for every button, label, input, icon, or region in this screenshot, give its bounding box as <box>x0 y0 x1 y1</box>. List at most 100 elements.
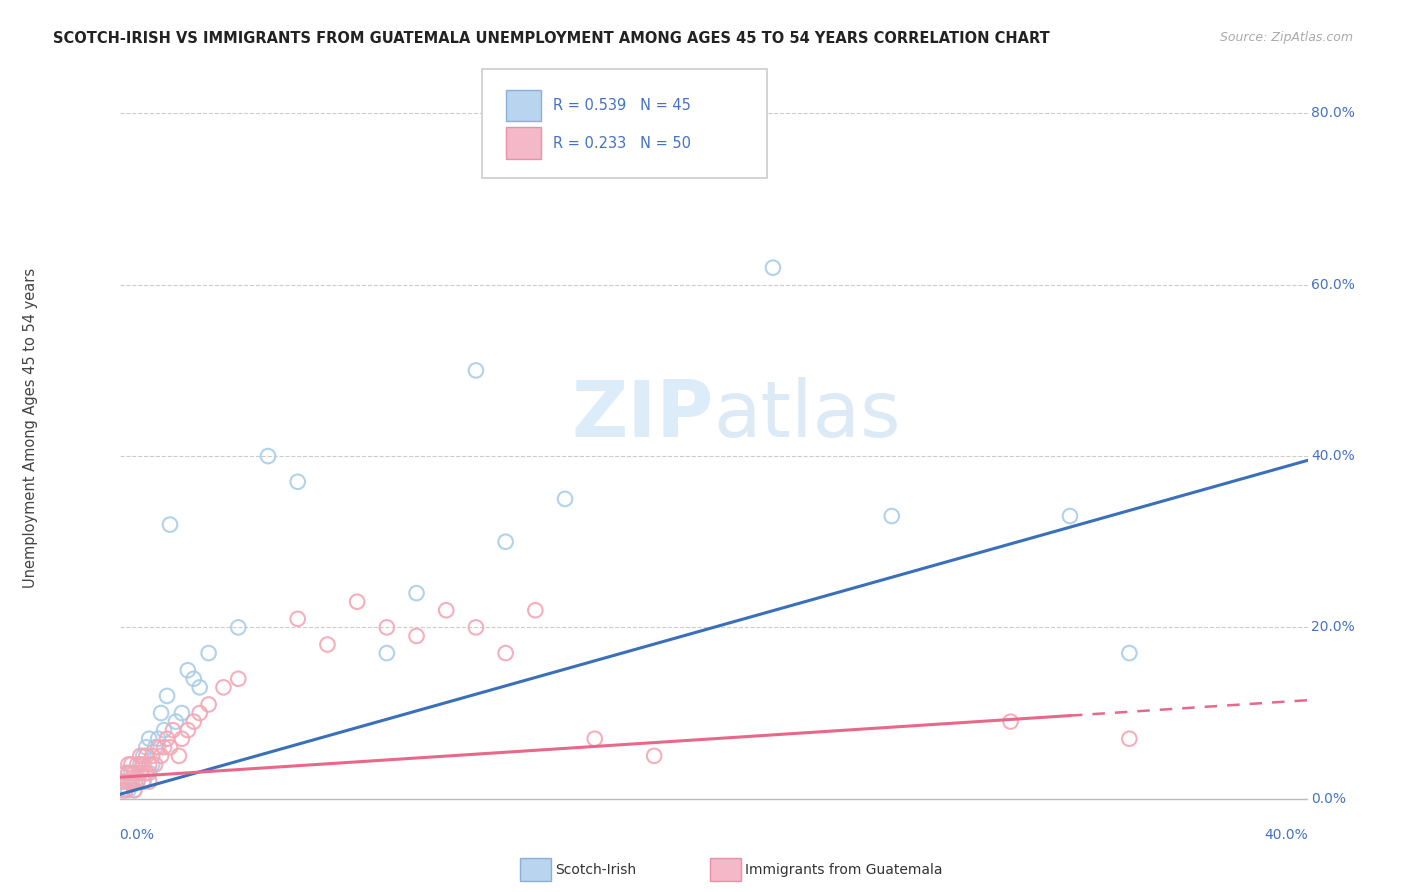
Point <box>124 774 146 789</box>
Point <box>124 766 146 780</box>
Point <box>127 774 149 789</box>
Point <box>132 757 155 772</box>
Text: Immigrants from Guatemala: Immigrants from Guatemala <box>745 863 942 877</box>
Point <box>375 620 398 634</box>
Text: ZIP: ZIP <box>571 377 713 453</box>
Point <box>375 646 398 660</box>
Point <box>135 766 157 780</box>
Point <box>583 731 606 746</box>
Text: 20.0%: 20.0% <box>1312 621 1355 634</box>
Text: 60.0%: 60.0% <box>1312 277 1355 292</box>
Text: 40.0%: 40.0% <box>1264 829 1308 842</box>
Point <box>138 774 160 789</box>
Point <box>143 757 166 772</box>
Text: 0.0%: 0.0% <box>120 829 155 842</box>
Point <box>212 681 235 695</box>
Point <box>129 766 152 780</box>
Point <box>129 766 152 780</box>
Point <box>156 689 179 703</box>
Point <box>228 672 250 686</box>
Point <box>228 620 250 634</box>
Point <box>167 748 190 763</box>
Point <box>316 638 339 652</box>
Point <box>183 714 205 729</box>
Point <box>177 663 200 677</box>
Point <box>159 517 181 532</box>
Point <box>124 783 146 797</box>
Point <box>135 766 157 780</box>
Point <box>111 783 134 797</box>
Point <box>141 748 163 763</box>
Point <box>159 740 181 755</box>
Point <box>141 757 163 772</box>
Text: 0.0%: 0.0% <box>1312 792 1346 805</box>
Point <box>170 731 193 746</box>
Point <box>132 774 155 789</box>
Point <box>495 646 517 660</box>
Point <box>124 766 146 780</box>
Point <box>114 783 136 797</box>
Point <box>117 766 139 780</box>
Text: Scotch-Irish: Scotch-Irish <box>555 863 637 877</box>
Point <box>405 629 427 643</box>
FancyBboxPatch shape <box>482 69 768 178</box>
Point <box>170 706 193 720</box>
Text: 80.0%: 80.0% <box>1312 106 1355 120</box>
Text: Source: ZipAtlas.com: Source: ZipAtlas.com <box>1219 31 1353 45</box>
Point <box>197 698 219 712</box>
Point <box>138 731 160 746</box>
Point <box>117 766 139 780</box>
Point <box>183 672 205 686</box>
Point <box>114 766 136 780</box>
Text: 40.0%: 40.0% <box>1312 449 1355 463</box>
Point <box>138 766 160 780</box>
Point <box>117 783 139 797</box>
Point <box>127 757 149 772</box>
Point <box>135 740 157 755</box>
Text: atlas: atlas <box>713 377 901 453</box>
Point <box>524 603 547 617</box>
Point <box>464 620 486 634</box>
Point <box>1118 731 1140 746</box>
Point <box>1000 714 1022 729</box>
Point <box>124 783 146 797</box>
Point <box>1118 646 1140 660</box>
Text: R = 0.539   N = 45: R = 0.539 N = 45 <box>553 98 690 113</box>
Point <box>197 646 219 660</box>
Point <box>162 723 184 738</box>
Point <box>117 774 139 789</box>
Point <box>117 757 139 772</box>
Point <box>129 748 152 763</box>
Point <box>405 586 427 600</box>
Point <box>146 731 169 746</box>
Point <box>643 748 665 763</box>
Point <box>127 774 149 789</box>
Point <box>114 783 136 797</box>
Point <box>287 475 309 489</box>
Point <box>146 740 169 755</box>
Point <box>150 748 173 763</box>
Point <box>120 757 142 772</box>
Point <box>257 449 280 463</box>
Point <box>153 740 176 755</box>
Point <box>120 766 142 780</box>
Bar <box>506 128 541 159</box>
Point <box>132 774 155 789</box>
Point <box>111 774 134 789</box>
Point <box>129 757 152 772</box>
Point <box>434 603 457 617</box>
Point <box>135 748 157 763</box>
Point <box>188 706 211 720</box>
Point <box>120 774 142 789</box>
Text: SCOTCH-IRISH VS IMMIGRANTS FROM GUATEMALA UNEMPLOYMENT AMONG AGES 45 TO 54 YEARS: SCOTCH-IRISH VS IMMIGRANTS FROM GUATEMAL… <box>53 31 1050 46</box>
Bar <box>506 90 541 121</box>
Point <box>188 681 211 695</box>
Point <box>177 723 200 738</box>
Point <box>138 757 160 772</box>
Point <box>156 731 179 746</box>
Point <box>554 491 576 506</box>
Point <box>132 748 155 763</box>
Point <box>495 534 517 549</box>
Point <box>346 595 368 609</box>
Point <box>117 774 139 789</box>
